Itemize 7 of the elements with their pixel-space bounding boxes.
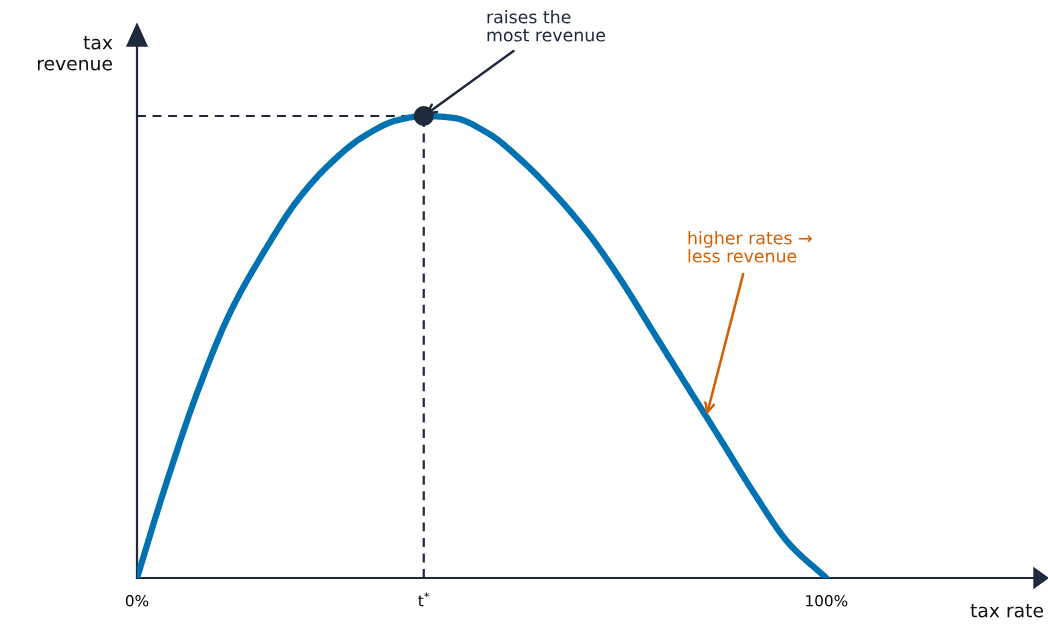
x-tick-label: 0% xyxy=(125,594,149,607)
annotation: raises the most revenue xyxy=(487,10,606,42)
annotation: higher rates → less revenue xyxy=(688,231,812,263)
x-tick-label: t$^{*}$ xyxy=(418,592,429,607)
y-axis-title: tax revenue xyxy=(37,36,113,71)
x-axis-title: tax rate xyxy=(970,604,1043,618)
x-tick-label: 100% xyxy=(806,594,848,607)
